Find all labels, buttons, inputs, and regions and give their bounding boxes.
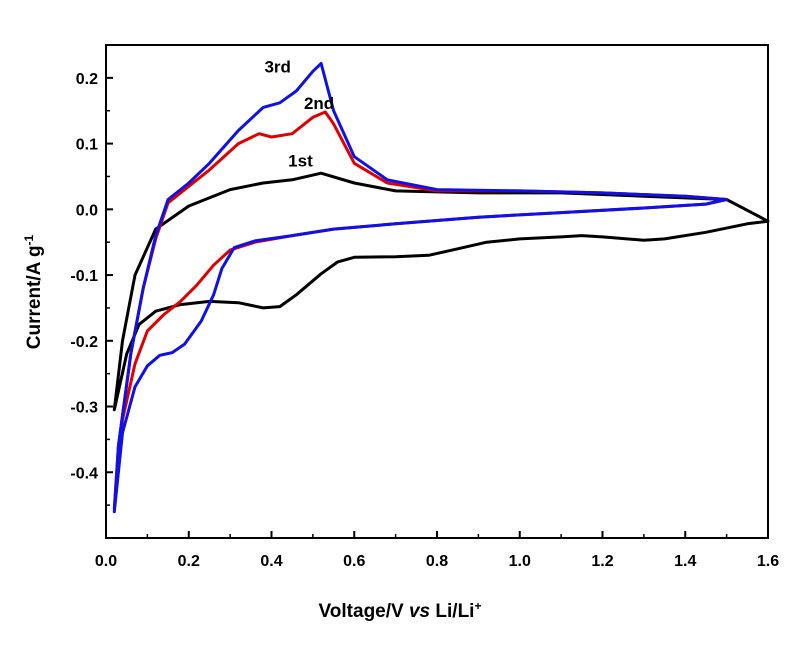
y-tick-label: -0.2: [70, 334, 98, 351]
cycle-label: 2nd: [304, 94, 334, 113]
axis-ticks: 0.0 0.2 0.4 0.6 0.8 1.0 1.2 1.4 1.6 0.2 0.1 0.0 -0.1…: [70, 71, 779, 570]
series-line-3: [112, 61, 729, 514]
series-line-1: [112, 171, 770, 412]
y-tick-label: -0.4: [70, 465, 98, 482]
plot-frame: [105, 44, 769, 539]
y-tick-label: 0.1: [76, 137, 98, 154]
x-tick-label: 0.8: [426, 553, 448, 570]
x-tick-label: 0.6: [343, 553, 365, 570]
cycle-label: 3rd: [264, 58, 290, 77]
y-tick-label: -0.1: [70, 268, 98, 285]
cycle-label: 1st: [288, 152, 313, 171]
x-tick-label: 1.4: [674, 553, 696, 570]
x-tick-label: 1.0: [509, 553, 531, 570]
x-tick-label: 0.0: [95, 553, 117, 570]
x-tick-label: 1.6: [757, 553, 779, 570]
y-tick-label: -0.3: [70, 400, 98, 417]
y-tick-label: 0.0: [76, 202, 98, 219]
series-group: [112, 61, 770, 514]
y-tick-label: 0.2: [76, 71, 98, 88]
x-tick-label: 1.2: [591, 553, 613, 570]
x-tick-label: 0.2: [178, 553, 200, 570]
x-tick-label: 0.4: [260, 553, 282, 570]
y-axis-title: Current/A g-1: [22, 234, 45, 349]
annotations: 1st 2nd 3rd: [264, 58, 334, 171]
x-axis-title: Voltage/V vs Li/Li+: [319, 599, 482, 622]
